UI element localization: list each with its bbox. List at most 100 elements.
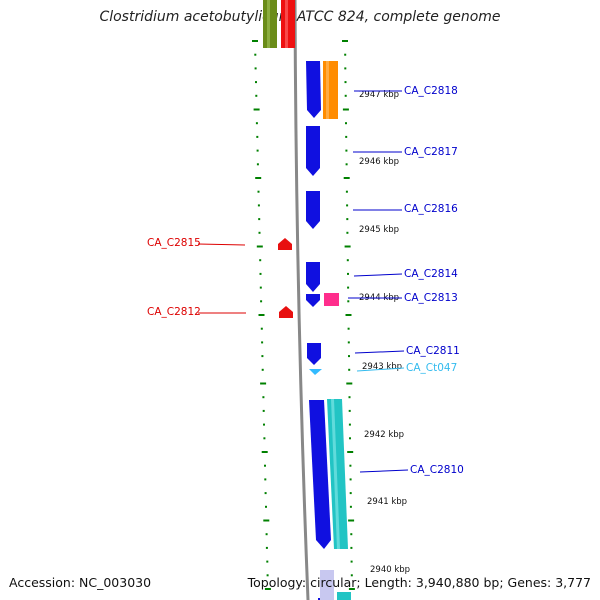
tick-mark [259, 286, 262, 289]
gene-label-right: CA_C2811 [406, 345, 460, 357]
tick-mark [255, 122, 258, 125]
tick-mark [255, 94, 258, 97]
kbp-label: 2941 kbp [367, 497, 407, 507]
tick-mark [255, 177, 262, 179]
tick-mark [348, 519, 355, 522]
tick-mark [345, 163, 348, 166]
tick-mark [347, 451, 354, 453]
tick-mark [262, 396, 265, 399]
tick-mark [346, 218, 349, 221]
gene-label-left: CA_C2815 [147, 237, 201, 249]
tick-mark [264, 464, 266, 467]
tick-mark [260, 300, 263, 303]
genome-info-text: Topology: circular; Length: 3,940,880 bp… [247, 575, 591, 590]
tick-mark [349, 464, 352, 467]
tick-mark [260, 382, 267, 385]
right-gene-labels: CA_C2818 CA_C2817 CA_C2816 CA_C2814 CA_C… [404, 85, 464, 476]
trna-feature [309, 369, 322, 375]
tick-mark [261, 341, 264, 344]
kbp-label: 2947 kbp [359, 90, 399, 100]
tick-mark [345, 190, 348, 193]
genome-backbone [293, 0, 310, 600]
gene-arrow-ca-c2813 [306, 294, 320, 307]
tick-mark [343, 177, 350, 179]
kbp-label: 2942 kbp [364, 430, 404, 440]
marker-ca-c2815 [278, 238, 292, 250]
tick-mark [349, 478, 352, 481]
left-gene-labels: CA_C2815 CA_C2812 [147, 237, 246, 318]
tick-mark [263, 437, 266, 440]
reverse-markers [278, 238, 293, 318]
tick-mark [259, 272, 262, 275]
tick-mark [345, 314, 352, 316]
tick-mark [254, 53, 257, 56]
inner-tick-ring [252, 40, 271, 590]
tick-mark [256, 245, 263, 248]
tick-mark [256, 135, 259, 138]
tick-mark [344, 53, 347, 56]
marker-ca-c2812 [279, 306, 293, 318]
tick-mark [346, 259, 349, 262]
tick-mark [349, 437, 351, 440]
tick-mark [345, 135, 348, 138]
tick-mark [265, 546, 268, 549]
tick-mark [259, 259, 262, 262]
tick-mark [346, 231, 349, 234]
gene-label-right: CA_C2813 [404, 292, 458, 304]
tick-mark [350, 546, 353, 549]
other-features [309, 61, 351, 600]
tick-mark [348, 355, 350, 358]
light-feature-bottom [320, 570, 334, 600]
tick-mark [253, 108, 260, 111]
right-label-lines [348, 90, 409, 473]
gene-label-right: CA_Ct047 [406, 362, 457, 374]
magenta-feature [324, 293, 339, 306]
tick-mark [344, 81, 347, 84]
tick-mark [342, 40, 348, 42]
tick-mark [344, 67, 347, 70]
kbp-labels: 2947 kbp 2946 kbp 2945 kbp 2944 kbp 2943… [359, 90, 410, 575]
tick-mark [347, 272, 349, 275]
gene-arrow-ca-c2818 [306, 61, 321, 118]
gene-arrow-ca-c2810 [309, 400, 331, 549]
tick-mark [252, 40, 258, 42]
tick-mark [349, 492, 352, 495]
top-features [263, 0, 295, 48]
tick-mark [258, 314, 265, 316]
kbp-label: 2945 kbp [359, 225, 399, 235]
tick-mark [263, 519, 270, 522]
tick-mark [264, 492, 267, 495]
tick-mark [265, 505, 267, 508]
tick-mark [350, 560, 353, 563]
forward-genes [306, 61, 332, 600]
tick-mark [345, 122, 347, 125]
tick-mark [344, 94, 347, 97]
tick-mark [347, 327, 350, 330]
tick-mark [346, 204, 349, 207]
tick-mark [256, 149, 259, 152]
gene-label-right: CA_C2816 [404, 203, 458, 215]
tick-mark [348, 368, 351, 371]
tick-mark [257, 190, 260, 193]
tick-mark [255, 81, 257, 84]
gene-label-right: CA_C2814 [404, 268, 458, 280]
accession-text: Accession: NC_003030 [9, 575, 152, 590]
tick-mark [264, 588, 271, 590]
gene-label-right: CA_C2818 [404, 85, 458, 97]
kbp-label: 2946 kbp [359, 157, 399, 167]
tick-mark [346, 382, 353, 385]
tick-mark [347, 341, 350, 344]
gene-label-right: CA_C2810 [410, 464, 464, 476]
tick-mark [348, 396, 351, 399]
tick-mark [348, 423, 351, 426]
tick-mark [350, 574, 353, 577]
tick-mark [344, 245, 351, 248]
gene-arrow-ca-c2814 [306, 262, 320, 292]
tick-mark [347, 300, 350, 303]
tick-mark [347, 286, 350, 289]
tick-mark [345, 149, 348, 152]
tick-mark [258, 218, 261, 221]
tick-mark [262, 409, 265, 412]
kbp-label: 2940 kbp [370, 565, 410, 575]
